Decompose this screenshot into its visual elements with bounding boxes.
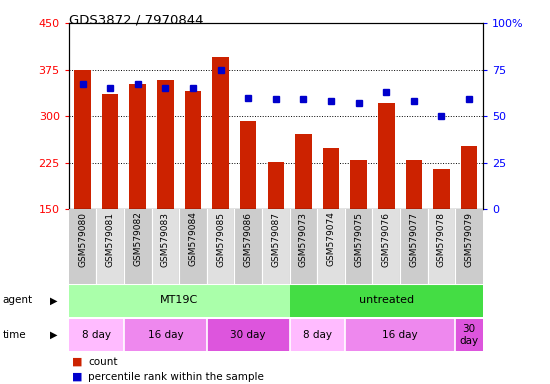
Text: time: time [3, 330, 26, 340]
Bar [262, 209, 290, 284]
Bar [461, 146, 477, 209]
Bar [240, 121, 256, 209]
Bar [207, 209, 234, 284]
Bar [345, 209, 372, 284]
Bar [129, 84, 146, 209]
Text: agent: agent [3, 295, 33, 306]
Text: GSM579084: GSM579084 [189, 212, 197, 266]
Text: GSM579087: GSM579087 [271, 212, 280, 266]
Text: 8 day: 8 day [302, 330, 332, 340]
Bar [212, 57, 229, 209]
Bar [317, 209, 345, 284]
Bar [234, 209, 262, 284]
Text: GSM579075: GSM579075 [354, 212, 363, 266]
Bar [345, 319, 455, 351]
Text: GDS3872 / 7970844: GDS3872 / 7970844 [69, 13, 204, 26]
Text: GSM579076: GSM579076 [382, 212, 390, 266]
Bar [124, 319, 207, 351]
Bar [124, 209, 152, 284]
Text: MT19C: MT19C [160, 295, 199, 306]
Bar [290, 209, 317, 284]
Bar [157, 80, 174, 209]
Text: ■: ■ [72, 372, 82, 382]
Text: untreated: untreated [359, 295, 414, 306]
Bar [185, 91, 201, 209]
Text: GSM579074: GSM579074 [327, 212, 336, 266]
Bar [350, 160, 367, 209]
Bar [290, 319, 345, 351]
Text: 8 day: 8 day [82, 330, 111, 340]
Text: GSM579077: GSM579077 [409, 212, 419, 266]
Text: GSM579082: GSM579082 [133, 212, 142, 266]
Text: 30 day: 30 day [230, 330, 266, 340]
Text: 16 day: 16 day [147, 330, 183, 340]
Bar [102, 94, 118, 209]
Text: ▶: ▶ [50, 295, 58, 306]
Bar [69, 209, 96, 284]
Bar [74, 70, 91, 209]
Bar [455, 209, 483, 284]
Bar [152, 209, 179, 284]
Text: count: count [88, 357, 118, 367]
Text: ▶: ▶ [50, 330, 58, 340]
Bar [400, 209, 428, 284]
Text: ■: ■ [72, 357, 82, 367]
Text: GSM579083: GSM579083 [161, 212, 170, 266]
Bar [323, 149, 339, 209]
Text: percentile rank within the sample: percentile rank within the sample [88, 372, 264, 382]
Text: GSM579086: GSM579086 [244, 212, 252, 266]
Text: GSM579079: GSM579079 [465, 212, 474, 266]
Bar [69, 284, 290, 317]
Bar [207, 319, 290, 351]
Bar [290, 284, 483, 317]
Text: GSM579080: GSM579080 [78, 212, 87, 266]
Bar [69, 319, 124, 351]
Bar [433, 169, 450, 209]
Text: GSM579078: GSM579078 [437, 212, 446, 266]
Bar [295, 134, 312, 209]
Text: 16 day: 16 day [382, 330, 418, 340]
Bar [179, 209, 207, 284]
Bar [455, 319, 483, 351]
Text: 30
day: 30 day [460, 324, 478, 346]
Bar [372, 209, 400, 284]
Bar [267, 162, 284, 209]
Bar [405, 160, 422, 209]
Text: GSM579085: GSM579085 [216, 212, 225, 266]
Bar [96, 209, 124, 284]
Bar [428, 209, 455, 284]
Text: GSM579081: GSM579081 [106, 212, 114, 266]
Bar [378, 103, 394, 209]
Text: GSM579073: GSM579073 [299, 212, 308, 266]
